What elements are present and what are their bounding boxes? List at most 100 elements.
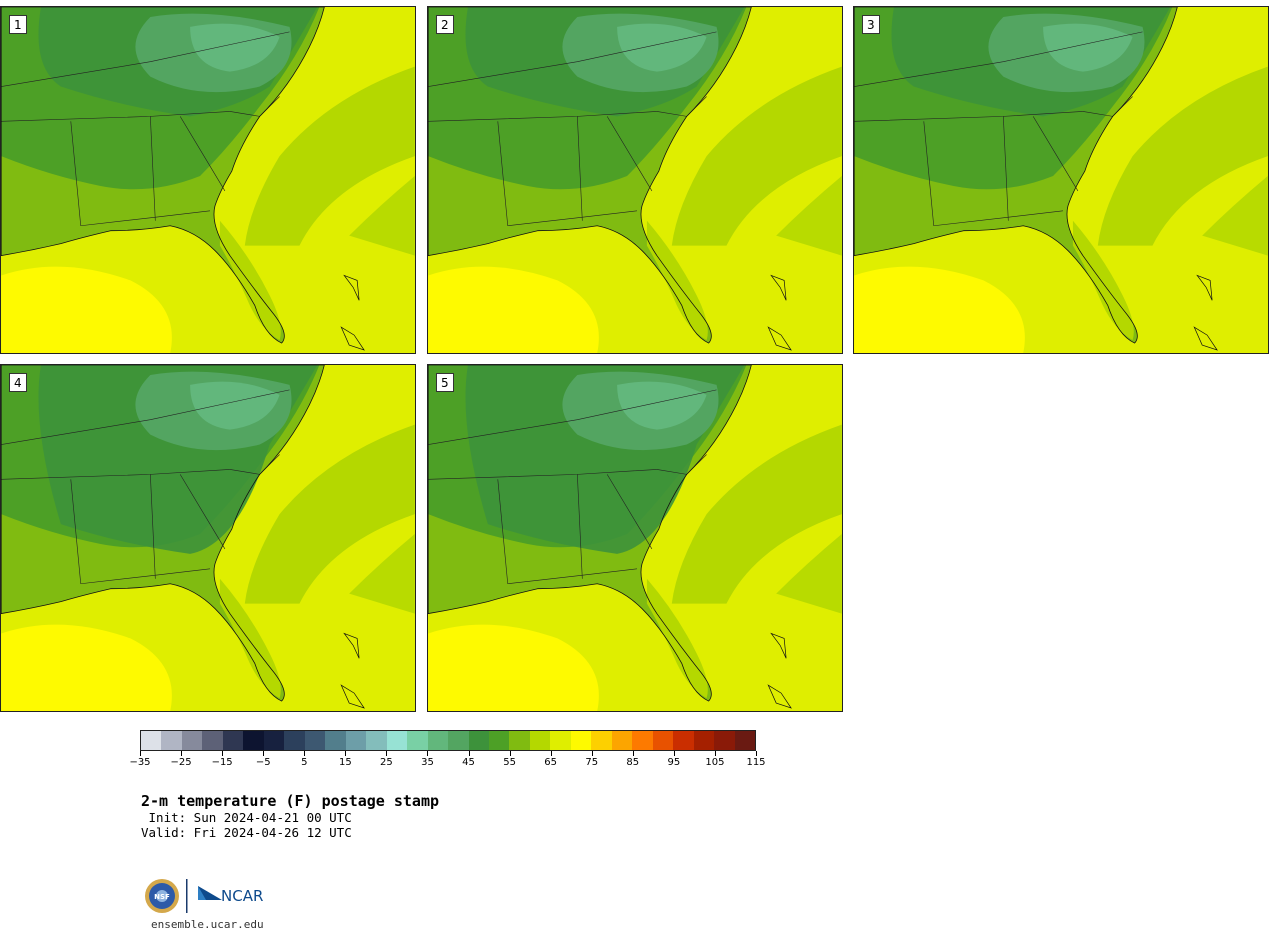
state-border xyxy=(1,111,230,122)
state-border xyxy=(428,389,717,445)
colorbar-segment xyxy=(488,731,510,750)
state-border xyxy=(854,31,1143,87)
panel-number-label: 5 xyxy=(436,373,454,392)
island xyxy=(767,684,792,709)
coastline xyxy=(428,7,752,344)
colorbar-tick xyxy=(468,751,470,756)
state-border xyxy=(923,121,935,226)
state-border xyxy=(1032,116,1079,192)
coastal-band xyxy=(244,424,415,604)
state-border xyxy=(428,111,657,122)
florida-peninsula xyxy=(219,578,281,699)
colorbar-segment xyxy=(141,731,162,750)
colorbar-tick-label: −35 xyxy=(129,757,151,768)
colorbar-tick xyxy=(386,751,388,756)
temperature-map xyxy=(854,7,1268,353)
colorbar-tick xyxy=(509,751,511,756)
colorbar-tick xyxy=(222,751,224,756)
stamp-panel-5: 5 xyxy=(427,364,843,712)
state-border xyxy=(577,116,583,221)
florida-peninsula xyxy=(646,578,708,699)
state-border xyxy=(1,469,230,480)
state-border xyxy=(1,31,290,87)
state-border xyxy=(497,121,509,226)
state-border xyxy=(70,121,82,226)
colorbar-segment xyxy=(427,731,449,750)
state-border xyxy=(933,210,1064,227)
gulf-warm-zone xyxy=(428,624,599,711)
colorbar-segment xyxy=(366,731,387,750)
island xyxy=(340,684,365,709)
coastal-band xyxy=(671,66,842,246)
coastline xyxy=(1,365,325,702)
mountain-zone xyxy=(190,23,280,72)
stamp-panel-1: 1 xyxy=(0,6,416,354)
colorbar-segment xyxy=(304,731,326,750)
coastal-band xyxy=(1097,66,1268,246)
offshore-band xyxy=(349,176,415,256)
state-border xyxy=(497,479,509,584)
state-border xyxy=(606,474,653,550)
state-border xyxy=(428,469,657,480)
colorbar-segment xyxy=(611,731,633,750)
mountain-zone xyxy=(617,381,707,430)
ncar-logo-icon: NCAR xyxy=(198,886,263,905)
gulf-warm-zone xyxy=(854,266,1025,353)
colorbar-tick-label: 15 xyxy=(338,757,352,768)
init-time: Init: Sun 2024-04-21 00 UTC xyxy=(141,810,352,825)
colorbar-tick-label: 75 xyxy=(585,757,599,768)
florida-peninsula xyxy=(1072,220,1134,341)
island xyxy=(1196,274,1213,301)
island xyxy=(343,274,360,301)
island xyxy=(767,326,792,351)
offshore-band xyxy=(1202,176,1268,256)
temperature-map xyxy=(428,7,842,353)
state-border xyxy=(1,389,290,445)
colorbar-segment xyxy=(345,731,367,750)
colorbar-segment xyxy=(529,731,551,750)
state-border xyxy=(80,210,211,227)
colorbar-segment xyxy=(570,731,592,750)
colorbar-segment xyxy=(632,731,653,750)
temperature-map xyxy=(1,7,415,353)
nsf-seal-icon: NSF xyxy=(145,879,179,913)
nsf-ncar-logo: NSF NCAR xyxy=(144,876,274,916)
colorbar-tick-label: 45 xyxy=(462,757,475,768)
coastline xyxy=(1,7,325,344)
gulf-warm-zone xyxy=(1,624,172,711)
state-border xyxy=(179,116,226,192)
colorbar-segment xyxy=(591,731,612,750)
colorbar-tick xyxy=(673,751,675,756)
colorbar-tick-label: −5 xyxy=(255,757,271,768)
colorbar-segment xyxy=(448,731,469,750)
colorbar-segment xyxy=(181,731,203,750)
colorbar-segment xyxy=(263,731,285,750)
island xyxy=(1193,326,1218,351)
gulf-warm-zone xyxy=(428,266,599,353)
colorbar-tick-label: 85 xyxy=(626,757,640,768)
colorbar-ticks: −35 −25 −15 −5 5 15 25 35 45 55 65 75 85 95 105 115 xyxy=(129,751,766,771)
offshore-band xyxy=(349,534,415,614)
colorbar-tick-label: −25 xyxy=(170,757,192,768)
colorbar-tick-label: −15 xyxy=(211,757,233,768)
state-border xyxy=(70,479,82,584)
colorbar-segment xyxy=(161,731,182,750)
colorbar-tick-label: 105 xyxy=(705,757,725,768)
colorbar-segment xyxy=(673,731,694,750)
state-border xyxy=(1003,116,1009,221)
state-border xyxy=(606,116,653,192)
colorbar-segment xyxy=(284,731,305,750)
state-border xyxy=(854,111,1083,122)
panel-number-label: 3 xyxy=(862,15,880,34)
colorbar-segment xyxy=(386,731,408,750)
mountain-zone xyxy=(190,381,280,430)
colorbar-tick xyxy=(345,751,347,756)
island xyxy=(770,632,787,659)
stamp-panel-2: 2 xyxy=(427,6,843,354)
state-border xyxy=(80,568,211,585)
state-border xyxy=(428,31,717,87)
coastline xyxy=(428,365,752,702)
colorbar-segment xyxy=(407,731,428,750)
temperature-map xyxy=(1,365,415,711)
island xyxy=(343,632,360,659)
